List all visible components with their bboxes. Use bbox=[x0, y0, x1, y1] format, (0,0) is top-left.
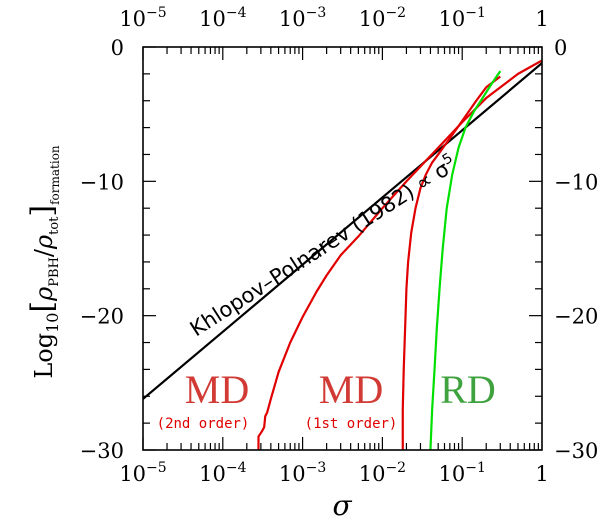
y-tick-label-left: 0 bbox=[111, 36, 124, 60]
y-tick-label-right: −30 bbox=[554, 439, 598, 463]
plot-area bbox=[143, 47, 542, 450]
x-tick-label-bottom: 10−5 bbox=[119, 460, 166, 486]
y-tick-label-left: −10 bbox=[80, 170, 124, 194]
y-axis-label-pbh: PBH bbox=[47, 257, 62, 287]
y-axis-label-tot: tot bbox=[47, 216, 62, 235]
y-tick-labels-left: 0 −10 −20 −30 bbox=[80, 36, 124, 463]
x-axis-label: σ bbox=[332, 489, 352, 521]
y-axis-label-formation: formation bbox=[48, 145, 62, 205]
y-tick-label-right: −20 bbox=[554, 305, 598, 329]
x-tick-label-top: 1 bbox=[535, 7, 548, 31]
x-tick-label-top: 10−3 bbox=[279, 5, 326, 31]
region-label-md-2nd: MD bbox=[185, 367, 249, 412]
series-line-2 bbox=[401, 75, 501, 450]
y-axis-label-open: [ bbox=[25, 301, 60, 313]
x-tick-label-top: 10−5 bbox=[119, 5, 166, 31]
region-sublabel-md-2nd: (2nd order) bbox=[157, 416, 250, 432]
x-tick-label-bottom: 10−3 bbox=[279, 460, 326, 486]
region-label-rd: RD bbox=[440, 367, 496, 412]
y-axis-label-slash: / bbox=[30, 248, 58, 257]
y-axis-label-log: Log bbox=[30, 333, 58, 379]
x-tick-label-bottom: 10−1 bbox=[439, 460, 486, 486]
plot-frame bbox=[142, 46, 543, 451]
region-sublabel-md-1st: (1st order) bbox=[305, 416, 398, 432]
x-tick-labels-top: 10−5 10−4 10−3 10−2 10−1 1 bbox=[119, 5, 548, 31]
y-axis-label-rho: ρ bbox=[30, 287, 58, 302]
series-line-0 bbox=[143, 62, 542, 400]
x-tick-label-top: 10−1 bbox=[439, 5, 486, 31]
y-axis-label: Log10[ρPBH/ρtot]formation bbox=[25, 145, 62, 379]
x-tick-label-bottom: 10−4 bbox=[199, 460, 246, 486]
y-tick-label-right: 0 bbox=[554, 36, 567, 60]
y-tick-label-left: −30 bbox=[80, 439, 124, 463]
series-layer bbox=[143, 59, 542, 450]
y-axis-label-sub10: 10 bbox=[43, 313, 62, 333]
x-tick-labels-bottom: 10−5 10−4 10−3 10−2 10−1 1 bbox=[119, 460, 548, 486]
x-tick-label-bottom: 1 bbox=[535, 462, 548, 486]
y-axis-label-close: ] bbox=[25, 205, 60, 217]
y-tick-label-left: −20 bbox=[80, 305, 124, 329]
y-axis-label-rho-tot: ρ bbox=[30, 235, 58, 250]
y-tick-labels-right: 0 −10 −20 −30 bbox=[554, 36, 598, 463]
x-tick-label-bottom: 10−2 bbox=[359, 460, 406, 486]
y-tick-label-right: −10 bbox=[554, 170, 598, 194]
x-tick-label-top: 10−4 bbox=[199, 5, 246, 31]
x-tick-label-top: 10−2 bbox=[359, 5, 406, 31]
region-label-md-1st: MD bbox=[319, 367, 383, 412]
series-line-3 bbox=[429, 70, 502, 450]
